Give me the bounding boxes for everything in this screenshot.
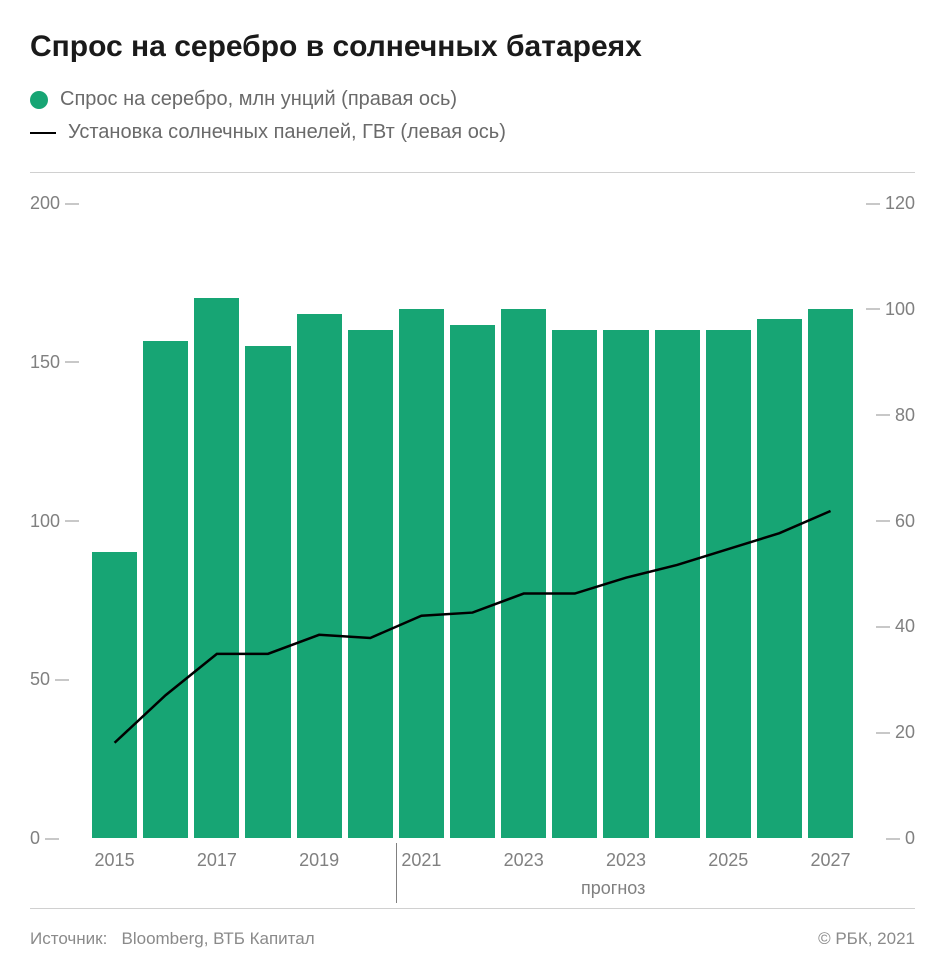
bar [348,330,393,838]
chart-container: 0 50 100 150 200 0 20 40 60 80 100 120 2015 2017 2019 2… [30,172,915,909]
bar [194,298,239,838]
bar-swatch-icon [30,91,48,109]
legend-item-bars: Спрос на серебро, млн унций (правая ось) [30,88,915,111]
forecast-divider [396,843,397,903]
y-tick-right: 40 [876,616,915,637]
y-tick-right: 100 [866,299,915,320]
forecast-label: прогноз [581,878,645,899]
x-tick: 2019 [299,850,339,871]
x-tick: 2023 [606,850,646,871]
bar [706,330,751,838]
legend-bar-label: Спрос на серебро, млн унций (правая ось) [60,88,457,111]
source-prefix: Источник: [30,929,107,948]
y-tick-left: 0 [30,828,59,849]
x-tick: 2017 [197,850,237,871]
x-tick: 2027 [811,850,851,871]
y-tick-right: 20 [876,722,915,743]
bar [143,341,188,838]
bar [245,346,290,838]
copyright: © РБК, 2021 [818,929,915,949]
x-tick: 2021 [401,850,441,871]
y-tick-right: 120 [866,193,915,214]
bars-group [90,203,855,838]
source-text: Bloomberg, ВТБ Капитал [122,929,315,948]
y-tick-right: 60 [876,511,915,532]
bar [655,330,700,838]
y-tick-left: 100 [30,511,79,532]
legend-item-line: Установка солнечных панелей, ГВт (левая … [30,121,915,144]
bar [92,552,137,838]
bar [399,309,444,838]
line-swatch-icon [30,132,56,134]
bar [450,325,495,838]
bar [552,330,597,838]
x-tick: 2025 [708,850,748,871]
y-tick-right: 0 [886,828,915,849]
y-tick-left: 200 [30,193,79,214]
y-tick-right: 80 [876,405,915,426]
bar [603,330,648,838]
y-tick-left: 150 [30,352,79,373]
x-tick: 2015 [95,850,135,871]
x-tick: 2023 [504,850,544,871]
source: Источник: Bloomberg, ВТБ Капитал [30,929,315,949]
bar [501,309,546,838]
bar [808,309,853,838]
legend-line-label: Установка солнечных панелей, ГВт (левая … [68,121,506,144]
y-tick-left: 50 [30,669,69,690]
footer: Источник: Bloomberg, ВТБ Капитал © РБК, … [30,909,915,974]
legend: Спрос на серебро, млн унций (правая ось)… [30,88,915,154]
bar [757,319,802,838]
chart-title: Спрос на серебро в солнечных батареях [30,30,915,64]
bar [297,314,342,838]
